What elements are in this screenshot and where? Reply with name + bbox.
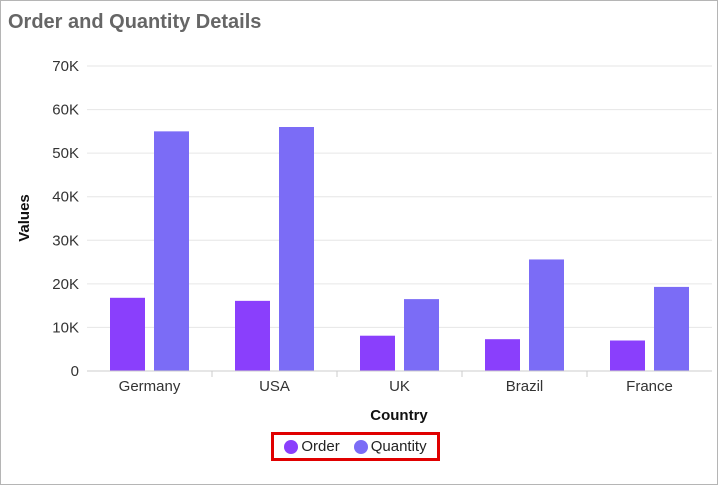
bar-quantity-france[interactable] bbox=[654, 286, 689, 371]
x-tick-label: France bbox=[626, 378, 673, 395]
legend-marker-quantity-icon bbox=[353, 439, 368, 454]
x-tick-label: Brazil bbox=[506, 378, 544, 395]
y-axis-title: Values bbox=[16, 194, 33, 242]
bar-order-germany[interactable] bbox=[110, 297, 145, 371]
legend-label-order: Order bbox=[301, 438, 340, 455]
legend: Order Quantity bbox=[271, 432, 440, 461]
legend-item-quantity[interactable]: Quantity bbox=[353, 438, 427, 455]
x-tick-label: Germany bbox=[119, 378, 181, 395]
y-tick-label: 60K bbox=[52, 102, 79, 119]
bar-quantity-uk[interactable] bbox=[404, 299, 439, 371]
gridlines bbox=[87, 65, 712, 328]
y-tick-label: 20K bbox=[52, 276, 79, 293]
bar-order-usa[interactable] bbox=[235, 300, 270, 371]
bar-quantity-usa[interactable] bbox=[279, 127, 314, 371]
bar-order-brazil[interactable] bbox=[485, 339, 520, 371]
y-tick-label: 0 bbox=[71, 363, 79, 380]
bar-quantity-brazil[interactable] bbox=[529, 259, 564, 371]
bars bbox=[110, 127, 689, 371]
bar-order-france[interactable] bbox=[610, 340, 645, 372]
x-axis-ticks: Germany USA UK Brazil France bbox=[119, 371, 673, 395]
y-tick-label: 70K bbox=[52, 58, 79, 75]
y-axis-ticks: 0 10K 20K 30K 40K 50K 60K 70K bbox=[52, 58, 79, 380]
bar-order-uk[interactable] bbox=[360, 335, 395, 371]
bar-quantity-germany[interactable] bbox=[154, 131, 189, 371]
x-tick-label: USA bbox=[259, 378, 290, 395]
x-tick-label: UK bbox=[389, 378, 410, 395]
y-tick-label: 30K bbox=[52, 232, 79, 249]
y-tick-label: 10K bbox=[52, 319, 79, 336]
x-axis-title: Country bbox=[370, 407, 428, 424]
chart-title: Order and Quantity Details bbox=[8, 11, 262, 33]
legend-item-order[interactable]: Order bbox=[284, 438, 340, 455]
y-tick-label: 40K bbox=[52, 189, 79, 206]
legend-label-quantity: Quantity bbox=[370, 438, 427, 455]
y-tick-label: 50K bbox=[52, 145, 79, 162]
legend-marker-order-icon bbox=[284, 439, 299, 454]
